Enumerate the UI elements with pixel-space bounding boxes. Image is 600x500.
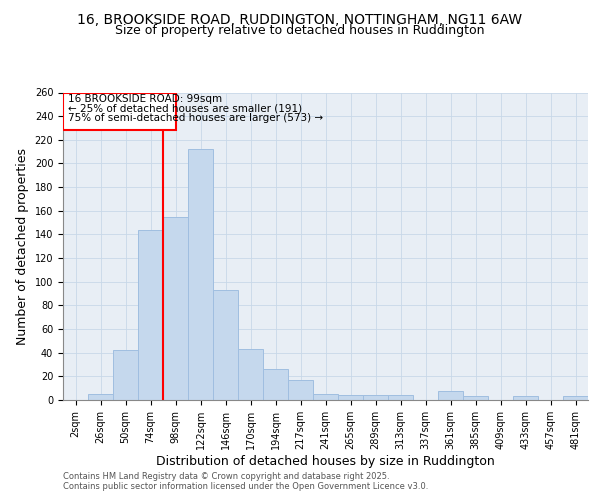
Bar bbox=[463, 396, 488, 400]
Y-axis label: Number of detached properties: Number of detached properties bbox=[16, 148, 29, 345]
Bar bbox=[438, 390, 463, 400]
Bar bbox=[338, 396, 363, 400]
X-axis label: Distribution of detached houses by size in Ruddington: Distribution of detached houses by size … bbox=[156, 454, 495, 468]
Bar bbox=[563, 396, 588, 400]
Text: 16, BROOKSIDE ROAD, RUDDINGTON, NOTTINGHAM, NG11 6AW: 16, BROOKSIDE ROAD, RUDDINGTON, NOTTINGH… bbox=[77, 13, 523, 27]
Bar bbox=[313, 394, 338, 400]
Bar bbox=[138, 230, 163, 400]
Bar bbox=[213, 290, 238, 400]
Text: Contains public sector information licensed under the Open Government Licence v3: Contains public sector information licen… bbox=[63, 482, 428, 491]
Text: 16 BROOKSIDE ROAD: 99sqm: 16 BROOKSIDE ROAD: 99sqm bbox=[68, 94, 222, 104]
Text: 75% of semi-detached houses are larger (573) →: 75% of semi-detached houses are larger (… bbox=[68, 112, 323, 122]
Bar bbox=[288, 380, 313, 400]
Bar bbox=[513, 396, 538, 400]
Bar bbox=[263, 369, 288, 400]
Bar bbox=[238, 349, 263, 400]
Bar bbox=[388, 396, 413, 400]
Bar bbox=[163, 216, 188, 400]
Bar bbox=[188, 150, 213, 400]
Bar bbox=[363, 396, 388, 400]
Text: Size of property relative to detached houses in Ruddington: Size of property relative to detached ho… bbox=[115, 24, 485, 37]
Bar bbox=[88, 394, 113, 400]
Text: Contains HM Land Registry data © Crown copyright and database right 2025.: Contains HM Land Registry data © Crown c… bbox=[63, 472, 389, 481]
FancyBboxPatch shape bbox=[63, 92, 176, 130]
Text: ← 25% of detached houses are smaller (191): ← 25% of detached houses are smaller (19… bbox=[68, 103, 302, 113]
Bar bbox=[113, 350, 138, 400]
